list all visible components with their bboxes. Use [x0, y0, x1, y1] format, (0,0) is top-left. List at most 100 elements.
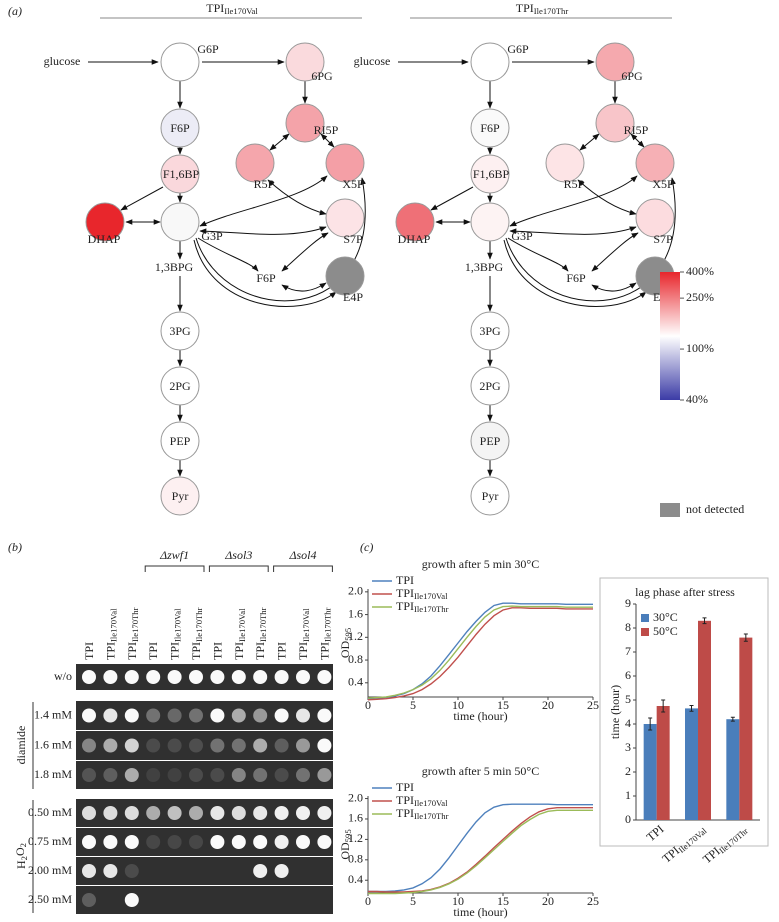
colony-spot: [296, 835, 310, 849]
text-part: TPI: [253, 642, 267, 660]
subscript: Ile170Thr: [414, 604, 449, 614]
subscript: 595: [343, 628, 353, 641]
plate-strip: [76, 886, 333, 914]
legend-label: TPIIle170Thr: [396, 599, 449, 614]
y-tick-label: 2.0: [348, 584, 363, 598]
subscript: Ile170Thr: [414, 811, 449, 821]
y-tick-label: 0: [625, 812, 631, 826]
metabolite: DHAP: [398, 232, 431, 246]
arrow: [120, 186, 164, 211]
colony-spot: [210, 670, 225, 684]
subscript: Ile170Thr: [258, 607, 268, 642]
error-bar: [743, 633, 748, 642]
legend-label: TPIIle170Val: [396, 586, 448, 601]
y-tick-label: 0.8: [348, 852, 363, 866]
y-tick-label: 8: [625, 620, 631, 634]
colony-spot: [167, 708, 182, 723]
colony-spot: [124, 835, 139, 849]
colony-spot: [189, 806, 203, 820]
error-bar: [730, 716, 735, 722]
chart-title: lag phase after stress: [635, 585, 735, 599]
column-label: TPIIle170Val: [232, 608, 247, 660]
metabolite-node: [160, 421, 200, 461]
y-tick-label: 6: [625, 668, 631, 682]
subscript: Ile170Val: [237, 608, 247, 642]
metabolite: Pyr: [482, 489, 499, 503]
metabolite-node: [470, 108, 510, 148]
metabolite: G3P: [201, 229, 223, 243]
colony-spot: [317, 670, 332, 684]
colony-spot: [296, 806, 310, 820]
colony-spot: [124, 893, 139, 907]
metabolite-node: [470, 366, 510, 406]
metabolite: F6P: [256, 271, 276, 285]
metabolite: S7P: [653, 232, 673, 246]
subscript: 595: [343, 829, 353, 842]
metabolite-node: [470, 154, 510, 194]
column-label: TPIIle170Thr: [253, 607, 268, 660]
error-bar: [702, 617, 707, 625]
subscript: 2: [19, 856, 29, 860]
colony-spot: [296, 670, 310, 684]
plate-strip: [76, 799, 333, 827]
metabolite-node: [470, 311, 510, 351]
colony-spot: [82, 708, 96, 723]
y-tick-label: 0.4: [348, 675, 363, 689]
arrow: [320, 133, 335, 148]
colony-spot: [189, 738, 203, 753]
treatment-label: diamide: [14, 726, 28, 765]
colony-spot: [296, 768, 310, 782]
metabolite-node: [285, 103, 325, 143]
series-line: [367, 607, 593, 701]
group-label: Δsol4: [288, 548, 316, 562]
metabolite: 3PG: [169, 324, 191, 338]
metabolite: F6P: [480, 121, 500, 135]
not-detected-swatch: [660, 503, 680, 517]
colony-spot: [231, 738, 246, 753]
metabolite: 2PG: [169, 379, 191, 393]
metabolite: F6P: [566, 271, 586, 285]
colony-spot: [82, 738, 96, 753]
chart-frame: [599, 577, 769, 847]
x-tick-label: TPIIle170Thr: [700, 822, 750, 868]
colony-spot: [103, 708, 118, 723]
x-tick-label: 5: [410, 698, 416, 712]
panel-label: (a): [8, 4, 22, 18]
metabolite-node: [470, 476, 510, 516]
row-label: 2.00 mM: [28, 863, 72, 877]
x-tick-label: 15: [497, 894, 509, 908]
chart-title: growth after 5 min 50°C: [422, 764, 539, 778]
colony-spot: [274, 864, 289, 878]
x-tick-label: 10: [452, 894, 464, 908]
subscript: Ile170Val: [173, 608, 183, 642]
bar: [726, 719, 740, 820]
text-part: TPI: [232, 642, 246, 660]
colony-spot: [167, 806, 182, 820]
arrow: [503, 239, 647, 308]
colony-spot: [317, 738, 332, 753]
metabolite-node: [160, 202, 200, 242]
colony-spot: [146, 835, 161, 849]
text-part: TPI: [396, 793, 414, 807]
text-part: TPI: [396, 599, 414, 613]
colony-spot: [82, 835, 96, 849]
colony-spot: [124, 806, 139, 820]
panel-label: (b): [8, 540, 22, 554]
error-bar: [689, 705, 694, 712]
metabolite: G3P: [511, 229, 533, 243]
metabolite: Pyr: [172, 489, 189, 503]
x-tick-label: 20: [542, 894, 554, 908]
metabolite: X5P: [342, 177, 364, 191]
text-part: TPI: [396, 806, 414, 820]
text-part: O: [13, 847, 27, 856]
colony-spot: [82, 670, 96, 684]
metabolite-node: [160, 311, 200, 351]
metabolite-node: [85, 202, 125, 242]
column-label: TPIIle170Thr: [317, 607, 332, 660]
colony-spot: [231, 835, 246, 849]
text-part: TPI: [317, 642, 331, 660]
colony-spot: [317, 708, 332, 723]
subscript: Ile170Val: [676, 825, 709, 855]
colony-spot: [103, 864, 118, 878]
